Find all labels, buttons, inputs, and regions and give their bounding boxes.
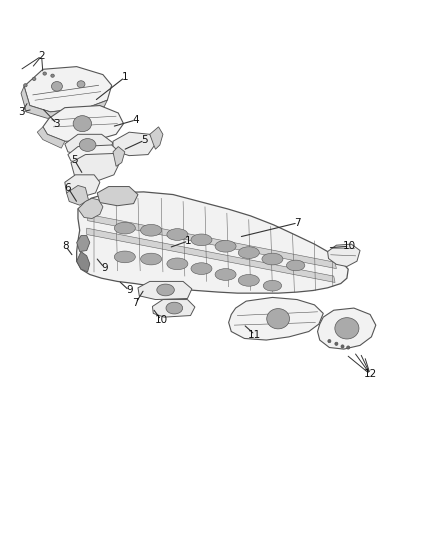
Polygon shape [229, 297, 323, 340]
Ellipse shape [328, 340, 331, 343]
Ellipse shape [32, 77, 36, 80]
Text: 4: 4 [132, 115, 139, 125]
Polygon shape [97, 187, 138, 206]
Ellipse shape [238, 274, 259, 286]
Text: 10: 10 [155, 315, 168, 325]
Ellipse shape [215, 240, 236, 252]
Polygon shape [318, 308, 376, 349]
Ellipse shape [262, 253, 283, 265]
Ellipse shape [238, 247, 259, 259]
Polygon shape [68, 145, 117, 164]
Text: 6: 6 [64, 183, 71, 192]
Text: 5: 5 [141, 135, 148, 145]
Ellipse shape [141, 224, 162, 236]
Text: 1: 1 [121, 72, 128, 82]
Ellipse shape [335, 318, 359, 339]
Text: 8: 8 [62, 241, 69, 251]
Polygon shape [21, 86, 107, 118]
Ellipse shape [267, 309, 290, 329]
Polygon shape [88, 214, 336, 269]
Ellipse shape [335, 342, 338, 345]
Text: 3: 3 [18, 107, 25, 117]
Polygon shape [67, 185, 88, 205]
Text: 5: 5 [71, 155, 78, 165]
Text: 12: 12 [364, 369, 377, 379]
Ellipse shape [341, 345, 344, 348]
Text: 9: 9 [126, 286, 133, 295]
Text: 2: 2 [38, 51, 45, 61]
Ellipse shape [215, 269, 236, 280]
Ellipse shape [114, 222, 135, 234]
Ellipse shape [347, 346, 350, 349]
Ellipse shape [141, 253, 162, 265]
Polygon shape [43, 106, 124, 141]
Polygon shape [113, 147, 125, 166]
Polygon shape [77, 236, 90, 252]
Ellipse shape [286, 260, 305, 271]
Ellipse shape [73, 116, 92, 132]
Polygon shape [37, 127, 65, 148]
Ellipse shape [157, 284, 174, 296]
Polygon shape [113, 132, 155, 156]
Ellipse shape [52, 82, 63, 91]
Polygon shape [71, 154, 120, 181]
Ellipse shape [263, 280, 282, 291]
Polygon shape [65, 134, 113, 156]
Ellipse shape [43, 72, 46, 75]
Polygon shape [65, 175, 100, 197]
Text: 10: 10 [343, 241, 356, 251]
Ellipse shape [114, 251, 135, 263]
Text: 9: 9 [101, 263, 108, 272]
Polygon shape [24, 67, 112, 112]
Text: 7: 7 [132, 298, 139, 308]
Polygon shape [78, 198, 103, 219]
Polygon shape [150, 127, 163, 149]
Ellipse shape [167, 258, 188, 270]
Text: 1: 1 [185, 236, 192, 246]
Polygon shape [77, 252, 90, 272]
Ellipse shape [24, 84, 27, 87]
Text: 11: 11 [248, 330, 261, 340]
Polygon shape [77, 192, 348, 293]
Ellipse shape [166, 302, 183, 314]
Polygon shape [152, 300, 195, 317]
Polygon shape [328, 244, 360, 266]
Ellipse shape [191, 234, 212, 246]
Ellipse shape [191, 263, 212, 274]
Text: 3: 3 [53, 119, 60, 128]
Ellipse shape [77, 80, 85, 87]
Ellipse shape [167, 229, 188, 240]
Polygon shape [87, 228, 335, 282]
Ellipse shape [51, 74, 54, 77]
Polygon shape [138, 281, 192, 300]
Text: 7: 7 [294, 218, 301, 228]
Ellipse shape [79, 139, 96, 151]
